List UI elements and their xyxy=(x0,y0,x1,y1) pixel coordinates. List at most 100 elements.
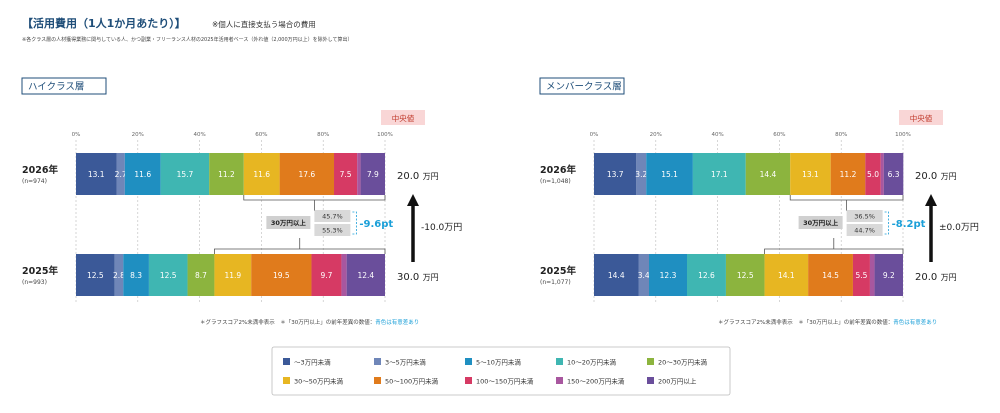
over30-pct-2026: 45.7% xyxy=(322,213,343,221)
data-label: 5.5 xyxy=(855,271,867,280)
median-unit: 万円 xyxy=(941,273,957,282)
x-tick-label: 60% xyxy=(255,132,267,138)
x-tick-label: 60% xyxy=(773,132,785,138)
data-label: 12.4 xyxy=(357,271,374,280)
median-badge-label: 中央値 xyxy=(392,113,415,123)
x-tick-label: 0% xyxy=(590,132,599,138)
data-label: 11.9 xyxy=(224,271,241,280)
bar-segment xyxy=(341,254,347,296)
bar-segment xyxy=(880,153,884,195)
x-tick-label: 100% xyxy=(895,132,911,138)
data-label: 9.7 xyxy=(320,271,332,280)
bar-segment xyxy=(883,153,904,195)
legend-label: 20～30万円未満 xyxy=(658,358,708,367)
data-label: 13.1 xyxy=(88,170,105,179)
page-subtitle: ※個人に直接支払う場合の費用 xyxy=(212,19,316,29)
data-label: 3.2 xyxy=(635,170,647,179)
pct-box-2026 xyxy=(846,210,883,222)
footnote: ＊グラフスコア2%未満非表示 ＊「30万円以上」の前年差異の数値：青色は有意差あ… xyxy=(718,318,937,326)
x-tick-label: 20% xyxy=(650,132,662,138)
data-label: 14.4 xyxy=(760,170,777,179)
data-label: 12.5 xyxy=(160,271,177,280)
bar-segment xyxy=(874,254,903,296)
bracket-2026 xyxy=(789,195,904,201)
data-label: 9.2 xyxy=(883,271,895,280)
data-label: 3.4 xyxy=(638,271,650,280)
bar-segment xyxy=(279,153,335,195)
over30-pct-2025: 44.7% xyxy=(854,227,875,235)
data-label: 7.9 xyxy=(367,170,379,179)
footnote-main: ＊グラフスコア2%未満非表示 ＊「30万円以上」の前年差異の数値： xyxy=(718,318,893,326)
bar-segment xyxy=(649,254,688,296)
footnote-highlight: 青色は有意差あり xyxy=(375,318,419,326)
x-tick-label: 20% xyxy=(132,132,144,138)
data-label: 12.3 xyxy=(660,271,677,280)
sample-size: (n=993) xyxy=(22,279,47,286)
footnote: ＊グラフスコア2%未満非表示 ＊「30万円以上」の前年差異の数値：青色は有意差あ… xyxy=(200,318,419,326)
footnote-highlight: 青色は有意差あり xyxy=(893,318,937,326)
section-title: メンバークラス層 xyxy=(546,82,622,93)
median-badge-label: 中央値 xyxy=(910,113,933,123)
page-note: ※各クラス層の人材獲得業務に関与している人、かつ副業・フリーランス人材の2025… xyxy=(22,36,353,43)
legend-label: 3～5万円未満 xyxy=(385,358,426,367)
data-label: 17.1 xyxy=(711,170,728,179)
median-value: 20.0 xyxy=(915,272,937,283)
legend-swatch xyxy=(283,377,290,384)
x-tick-label: 0% xyxy=(72,132,81,138)
comparison-label: 30万円以上 xyxy=(271,218,307,227)
data-label: 2.8 xyxy=(113,271,125,280)
data-label: 11.2 xyxy=(840,170,857,179)
bracket-2025 xyxy=(764,248,904,254)
bar-segment xyxy=(764,254,809,296)
median-value: 20.0 xyxy=(915,171,937,182)
median-badge xyxy=(899,110,943,125)
legend-swatch xyxy=(647,358,654,365)
median-unit: 万円 xyxy=(423,172,439,181)
bar-segment xyxy=(116,153,125,195)
x-tick-label: 100% xyxy=(377,132,393,138)
bar-segment xyxy=(187,254,215,296)
year-label: 2025年 xyxy=(22,265,58,277)
bar-segment xyxy=(124,153,161,195)
sample-size: (n=1,048) xyxy=(540,178,571,185)
bar-segment xyxy=(214,254,252,296)
bar-segment xyxy=(869,254,875,296)
data-label: 17.6 xyxy=(298,170,315,179)
bar-segment xyxy=(334,153,358,195)
legend-label: ～3万円未満 xyxy=(294,358,331,367)
over30-pct-2026: 36.5% xyxy=(854,213,875,221)
diff-bracket xyxy=(352,211,357,235)
page-title: 【活用費用（1人1か月あたり）】 xyxy=(22,16,186,30)
data-label: 8.7 xyxy=(195,271,207,280)
bar-segment xyxy=(852,254,870,296)
bar-segment xyxy=(251,254,312,296)
comparison-label-box xyxy=(798,216,843,229)
bar-segment xyxy=(357,153,361,195)
sample-size: (n=1,077) xyxy=(540,279,571,286)
median-badge xyxy=(381,110,425,125)
legend-box xyxy=(271,346,731,396)
legend-swatch xyxy=(374,377,381,384)
x-tick-label: 40% xyxy=(193,132,205,138)
year-label: 2025年 xyxy=(540,265,576,277)
data-label: 15.7 xyxy=(177,170,194,179)
pct-box-2025 xyxy=(846,224,883,236)
data-label: 12.5 xyxy=(737,271,754,280)
year-label: 2026年 xyxy=(22,164,58,176)
legend-swatch xyxy=(465,377,472,384)
bar-segment xyxy=(638,254,650,296)
data-label: 2.7 xyxy=(115,170,127,179)
legend-label: 5～10万円未満 xyxy=(476,358,521,367)
data-label: 11.2 xyxy=(218,170,235,179)
legend-label: 10～20万円未満 xyxy=(567,358,617,367)
bar-segment xyxy=(594,254,639,296)
bar-segment xyxy=(830,153,866,195)
pct-box-2025 xyxy=(314,224,351,236)
bar-segment xyxy=(243,153,280,195)
legend-swatch xyxy=(283,358,290,365)
median-value: 20.0 xyxy=(397,171,419,182)
x-tick-label: 80% xyxy=(835,132,847,138)
